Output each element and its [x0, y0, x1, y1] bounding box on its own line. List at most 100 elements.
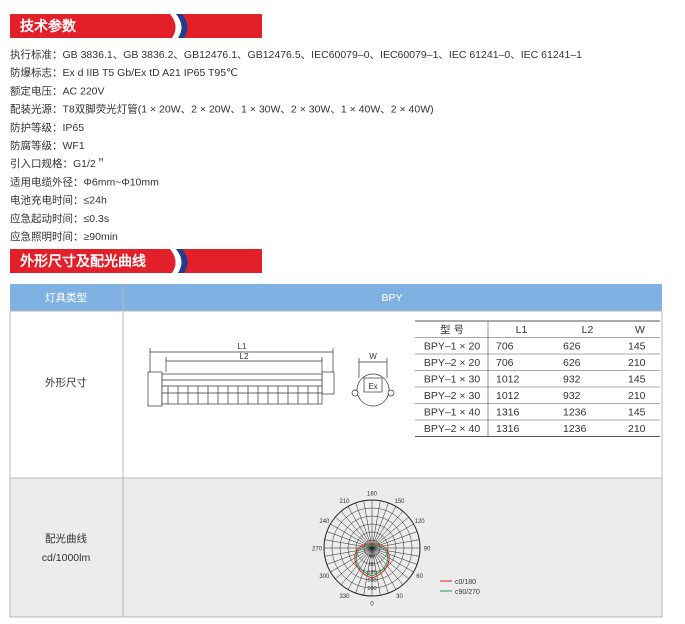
polar-spoke	[371, 547, 420, 557]
polar-spoke	[371, 547, 409, 580]
spec-line: 防腐等级：WF1	[10, 139, 85, 152]
dimension-label: L2	[240, 352, 249, 361]
angle-label: 120	[415, 519, 426, 525]
table-cell: 145	[628, 341, 646, 353]
polar-spoke	[371, 547, 381, 596]
table-cell: BPY–1 × 30	[424, 374, 480, 386]
end-view	[356, 373, 390, 407]
angle-label: 270	[312, 547, 323, 553]
polar-spoke	[326, 531, 373, 549]
polar-spoke	[335, 516, 373, 549]
table-cell: BPY–2 × 20	[424, 357, 480, 369]
table-cell: 210	[628, 390, 646, 402]
spec-line: 电池充电时间：≤24h	[10, 194, 107, 207]
table-cell: BPY–1 × 20	[424, 341, 480, 353]
table-row	[9, 310, 663, 479]
table-cell: 145	[628, 407, 646, 419]
table-cell: 145	[628, 374, 646, 386]
banner	[10, 249, 262, 273]
table-cell: 1012	[496, 374, 520, 386]
table-cell: 型 号	[440, 323, 464, 336]
table-cell: 1236	[563, 423, 587, 435]
curve-c0	[354, 543, 390, 579]
table-cell: 210	[628, 423, 646, 435]
angle-label: 60	[416, 574, 423, 580]
ring-label: 80	[369, 562, 375, 568]
banner-swoosh	[170, 14, 182, 38]
angle-label: 240	[319, 519, 330, 525]
polar-spoke	[326, 547, 373, 565]
banner-swoosh	[176, 14, 188, 38]
spec-line: 执行标准：GB 3836.1、GB 3836.2、GB12476.1、GB124…	[10, 48, 582, 61]
polar-spoke	[347, 506, 373, 549]
table-row	[9, 477, 663, 618]
polar-spoke	[355, 547, 373, 594]
spec-line: 防爆标志：Ex d IIB T5 Gb/Ex tD A21 IP65 T95℃	[10, 66, 238, 79]
end-view-tab	[387, 389, 395, 397]
polar-spoke	[324, 547, 373, 557]
drawing-label: W	[369, 352, 377, 361]
row-label: 外形尺寸	[45, 376, 87, 389]
angle-label: 300	[319, 574, 330, 580]
polar-spoke	[371, 506, 397, 549]
ring-label: 40	[369, 554, 375, 560]
angle-label: 150	[394, 499, 405, 505]
table-cell: 1012	[496, 390, 520, 402]
section-title: 技术参数	[20, 18, 77, 34]
lamp-end	[147, 371, 163, 407]
polar-spoke	[355, 502, 373, 549]
lamp-drawing	[147, 348, 395, 407]
angle-label: 180	[367, 492, 378, 498]
end-view-box	[363, 377, 383, 393]
lamp-end	[321, 371, 335, 395]
header-cell: BPY	[381, 292, 402, 304]
polar-spoke	[340, 511, 373, 549]
banner-swoosh	[176, 249, 188, 273]
lamp-body	[161, 373, 323, 405]
polar-spoke	[371, 547, 414, 573]
angle-label: 210	[339, 499, 350, 505]
polar-spoke	[335, 547, 373, 580]
spec-line: 应急起动时间：≤0.3s	[10, 212, 109, 225]
spec-line: 防护等级：IP65	[10, 121, 84, 134]
polar-spoke	[330, 547, 373, 573]
ring-label: 120	[367, 570, 376, 576]
polar-spoke	[371, 547, 397, 590]
section-title: 外形尺寸及配光曲线	[20, 253, 146, 269]
polar-spoke	[371, 531, 418, 549]
end-view-tab	[351, 389, 359, 397]
table-cell: 626	[563, 341, 581, 353]
table-cell: 626	[563, 357, 581, 369]
polar-spoke	[347, 547, 373, 590]
polar-spoke	[363, 500, 373, 549]
table-cell: 1316	[496, 407, 520, 419]
legend-label: c90/270	[455, 589, 480, 596]
table-cell: 1236	[563, 407, 587, 419]
table-cell: 706	[496, 357, 514, 369]
ring-label: 200	[367, 586, 376, 592]
table-cell: 210	[628, 357, 646, 369]
polar-spoke	[371, 516, 409, 549]
row-label: 配光曲线	[45, 532, 87, 545]
spec-line: 引入口规格：G1/2＂	[10, 157, 106, 170]
table-header	[10, 284, 662, 311]
dimension-label: L1	[238, 342, 247, 351]
drawing-label: Ex	[368, 382, 377, 391]
polar-spoke	[371, 500, 381, 549]
table-cell: BPY–1 × 40	[424, 407, 480, 419]
spec-line: 适用电缆外径：Φ6mm~Φ10mm	[10, 175, 159, 188]
polar-spoke	[371, 547, 418, 565]
table-cell: 932	[563, 390, 581, 402]
table-cell: L2	[582, 324, 594, 336]
ring-label: 160	[367, 578, 376, 584]
polar-grid	[323, 499, 421, 597]
spec-line: 配装光源：T8双脚荧光灯管(1 × 20W、2 × 20W、1 × 30W、2 …	[10, 103, 434, 116]
table-cell: BPY–2 × 40	[424, 423, 480, 435]
angle-label: 0	[370, 602, 374, 608]
angle-label: 90	[424, 547, 431, 553]
polar-spoke	[371, 511, 404, 549]
spec-line: 应急照明时间：≥90min	[10, 230, 118, 243]
table-cell: BPY–2 × 30	[424, 390, 480, 402]
